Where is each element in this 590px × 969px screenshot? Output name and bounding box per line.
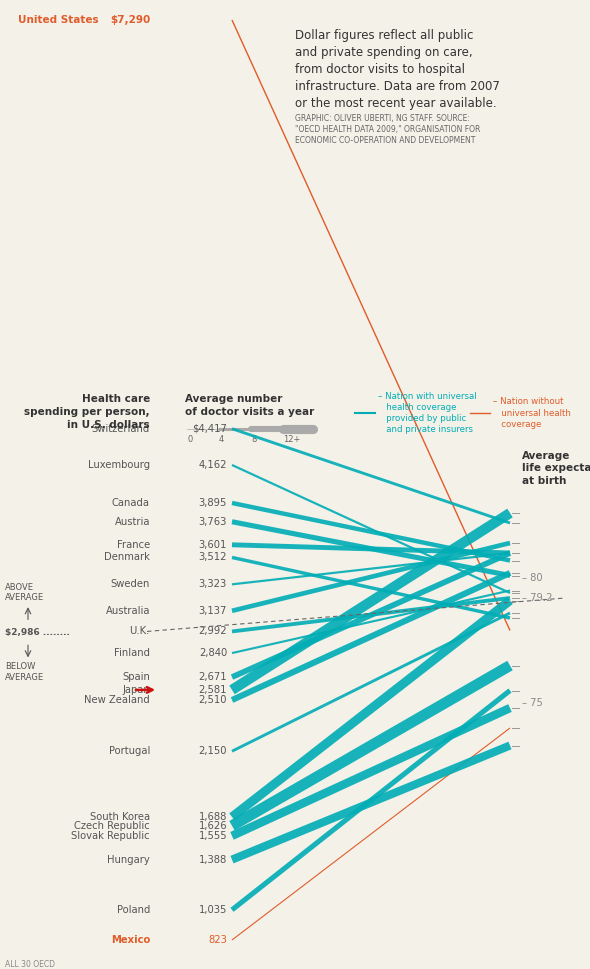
Text: Poland: Poland bbox=[117, 905, 150, 915]
Text: 2,150: 2,150 bbox=[198, 746, 227, 756]
Text: Average
life expectancy
at birth: Average life expectancy at birth bbox=[522, 451, 590, 485]
Text: $2,986 ........: $2,986 ........ bbox=[5, 628, 70, 637]
Text: Sweden: Sweden bbox=[111, 579, 150, 589]
Text: 3,895: 3,895 bbox=[199, 498, 227, 508]
Text: Czech Republic: Czech Republic bbox=[74, 821, 150, 830]
Text: France: France bbox=[117, 540, 150, 549]
Text: – 75: – 75 bbox=[522, 698, 543, 708]
Text: Health care
spending per person,
in U.S. dollars: Health care spending per person, in U.S.… bbox=[24, 394, 150, 429]
Text: GRAPHIC: OLIVER UBERTI, NG STAFF. SOURCE:
"OECD HEALTH DATA 2009," ORGANISATION : GRAPHIC: OLIVER UBERTI, NG STAFF. SOURCE… bbox=[295, 114, 480, 145]
Text: 3,763: 3,763 bbox=[199, 516, 227, 527]
Text: U.K.: U.K. bbox=[130, 626, 150, 637]
Text: Finland: Finland bbox=[114, 648, 150, 658]
Text: 3,601: 3,601 bbox=[199, 540, 227, 549]
Text: – Nation without
   universal health
   coverage: – Nation without universal health covera… bbox=[493, 397, 571, 428]
Text: Austria: Austria bbox=[114, 516, 150, 527]
Text: – 79.2: – 79.2 bbox=[522, 593, 552, 603]
Text: 1,035: 1,035 bbox=[199, 905, 227, 915]
Text: South Korea: South Korea bbox=[90, 812, 150, 822]
Text: Australia: Australia bbox=[106, 606, 150, 616]
Text: ABOVE
AVERAGE: ABOVE AVERAGE bbox=[5, 583, 44, 603]
Text: Switzerland: Switzerland bbox=[92, 423, 150, 434]
Text: Canada: Canada bbox=[112, 498, 150, 508]
Text: 2,510: 2,510 bbox=[198, 695, 227, 705]
Text: Average number
of doctor visits a year: Average number of doctor visits a year bbox=[185, 394, 314, 417]
Text: United States: United States bbox=[18, 15, 99, 25]
Text: Slovak Republic: Slovak Republic bbox=[71, 830, 150, 841]
Text: Hungary: Hungary bbox=[107, 855, 150, 864]
Text: 3,137: 3,137 bbox=[199, 606, 227, 616]
Text: New Zealand: New Zealand bbox=[84, 695, 150, 705]
Text: 2,581: 2,581 bbox=[198, 685, 227, 695]
Text: 8: 8 bbox=[251, 435, 257, 444]
Text: 12+: 12+ bbox=[283, 435, 300, 444]
Text: 4: 4 bbox=[219, 435, 224, 444]
Text: Japan: Japan bbox=[122, 685, 150, 695]
Text: 3,512: 3,512 bbox=[198, 552, 227, 562]
Text: ALL 30 OECD
COUNTRIES
NOT SHOWN: ALL 30 OECD COUNTRIES NOT SHOWN bbox=[5, 960, 55, 969]
Text: – Nation with universal
   health coverage
   provided by public
   and private : – Nation with universal health coverage … bbox=[378, 391, 477, 434]
Text: 2,840: 2,840 bbox=[199, 648, 227, 658]
Text: $7,290: $7,290 bbox=[110, 15, 150, 25]
Text: 2,671: 2,671 bbox=[198, 672, 227, 682]
Text: $4,417: $4,417 bbox=[192, 423, 227, 434]
Text: Mexico: Mexico bbox=[111, 935, 150, 945]
Text: 823: 823 bbox=[208, 935, 227, 945]
Text: Portugal: Portugal bbox=[109, 746, 150, 756]
Text: 1,688: 1,688 bbox=[199, 812, 227, 822]
Text: 3,323: 3,323 bbox=[199, 579, 227, 589]
Text: Denmark: Denmark bbox=[104, 552, 150, 562]
Text: Dollar figures reflect all public
and private spending on care,
from doctor visi: Dollar figures reflect all public and pr… bbox=[295, 29, 500, 110]
Text: 0: 0 bbox=[187, 435, 192, 444]
Text: 1,626: 1,626 bbox=[198, 821, 227, 830]
Text: Spain: Spain bbox=[122, 672, 150, 682]
Text: BELOW
AVERAGE: BELOW AVERAGE bbox=[5, 662, 44, 681]
Text: Luxembourg: Luxembourg bbox=[88, 460, 150, 470]
Text: 1,555: 1,555 bbox=[198, 830, 227, 841]
Text: – 80: – 80 bbox=[522, 573, 543, 583]
Text: 2,992: 2,992 bbox=[198, 626, 227, 637]
Text: 4,162: 4,162 bbox=[198, 460, 227, 470]
Text: 1,388: 1,388 bbox=[199, 855, 227, 864]
